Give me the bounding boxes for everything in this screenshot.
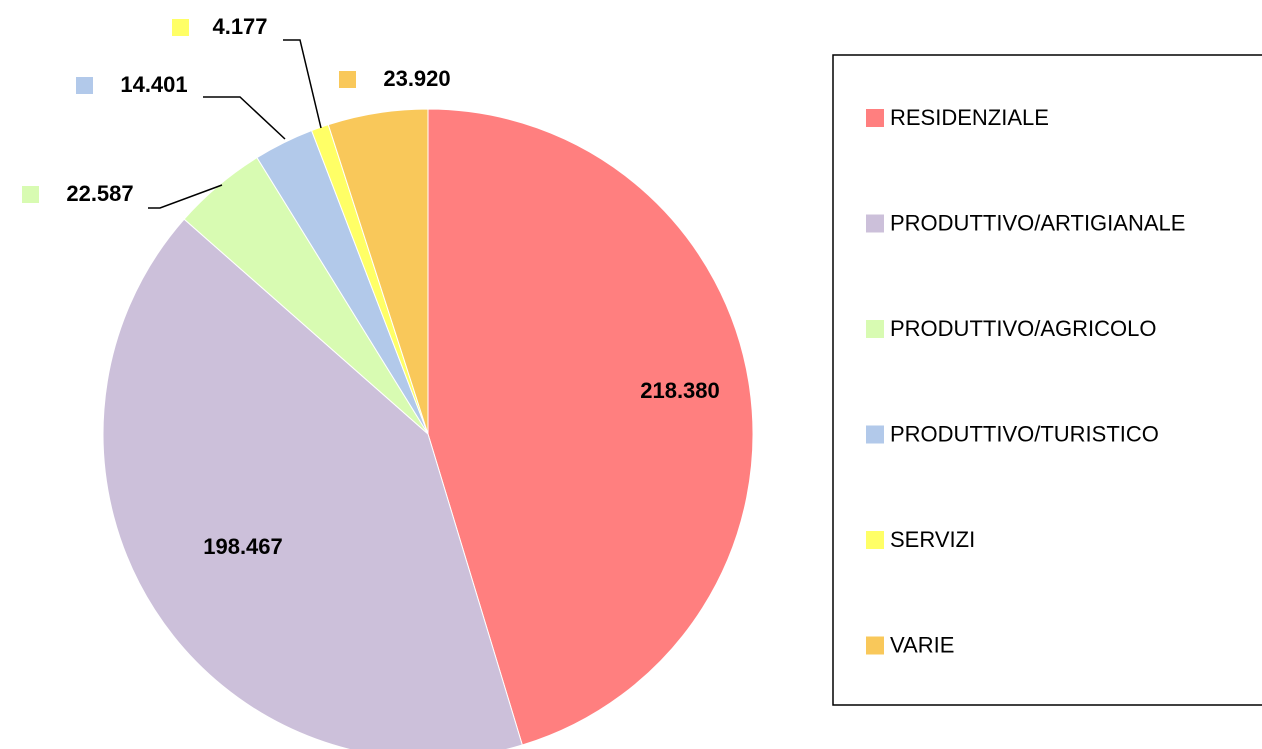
label-key	[22, 186, 39, 203]
legend-label: PRODUTTIVO/AGRICOLO	[890, 316, 1156, 341]
legend-label: PRODUTTIVO/ARTIGIANALE	[890, 210, 1185, 235]
pie-slice	[327, 108, 429, 435]
legend-swatch	[866, 531, 884, 549]
data-label: 23.920	[383, 66, 450, 91]
data-label: 4.177	[212, 14, 267, 39]
data-label: 14.401	[120, 72, 187, 97]
leader-line	[203, 96, 286, 140]
legend-box	[832, 54, 1262, 706]
label-key	[172, 19, 189, 36]
legend-label: PRODUTTIVO/TURISTICO	[890, 421, 1159, 446]
label-key	[76, 77, 93, 94]
leader-line	[148, 184, 223, 209]
legend-swatch	[866, 636, 884, 655]
legend-label: VARIE	[890, 632, 954, 657]
legend-swatch	[866, 109, 884, 127]
legend-label: SERVIZI	[890, 527, 975, 552]
data-label: 198.467	[203, 534, 283, 559]
data-label: 218.380	[640, 378, 720, 403]
legend-swatch	[866, 320, 884, 338]
data-label: 22.587	[66, 181, 133, 206]
pie-slice	[427, 108, 754, 746]
legend-swatch	[866, 425, 884, 444]
label-key	[339, 71, 356, 88]
legend-swatch	[866, 214, 884, 233]
pie-slice	[102, 218, 523, 749]
leader-line	[283, 39, 322, 129]
legend-label: RESIDENZIALE	[890, 105, 1049, 130]
